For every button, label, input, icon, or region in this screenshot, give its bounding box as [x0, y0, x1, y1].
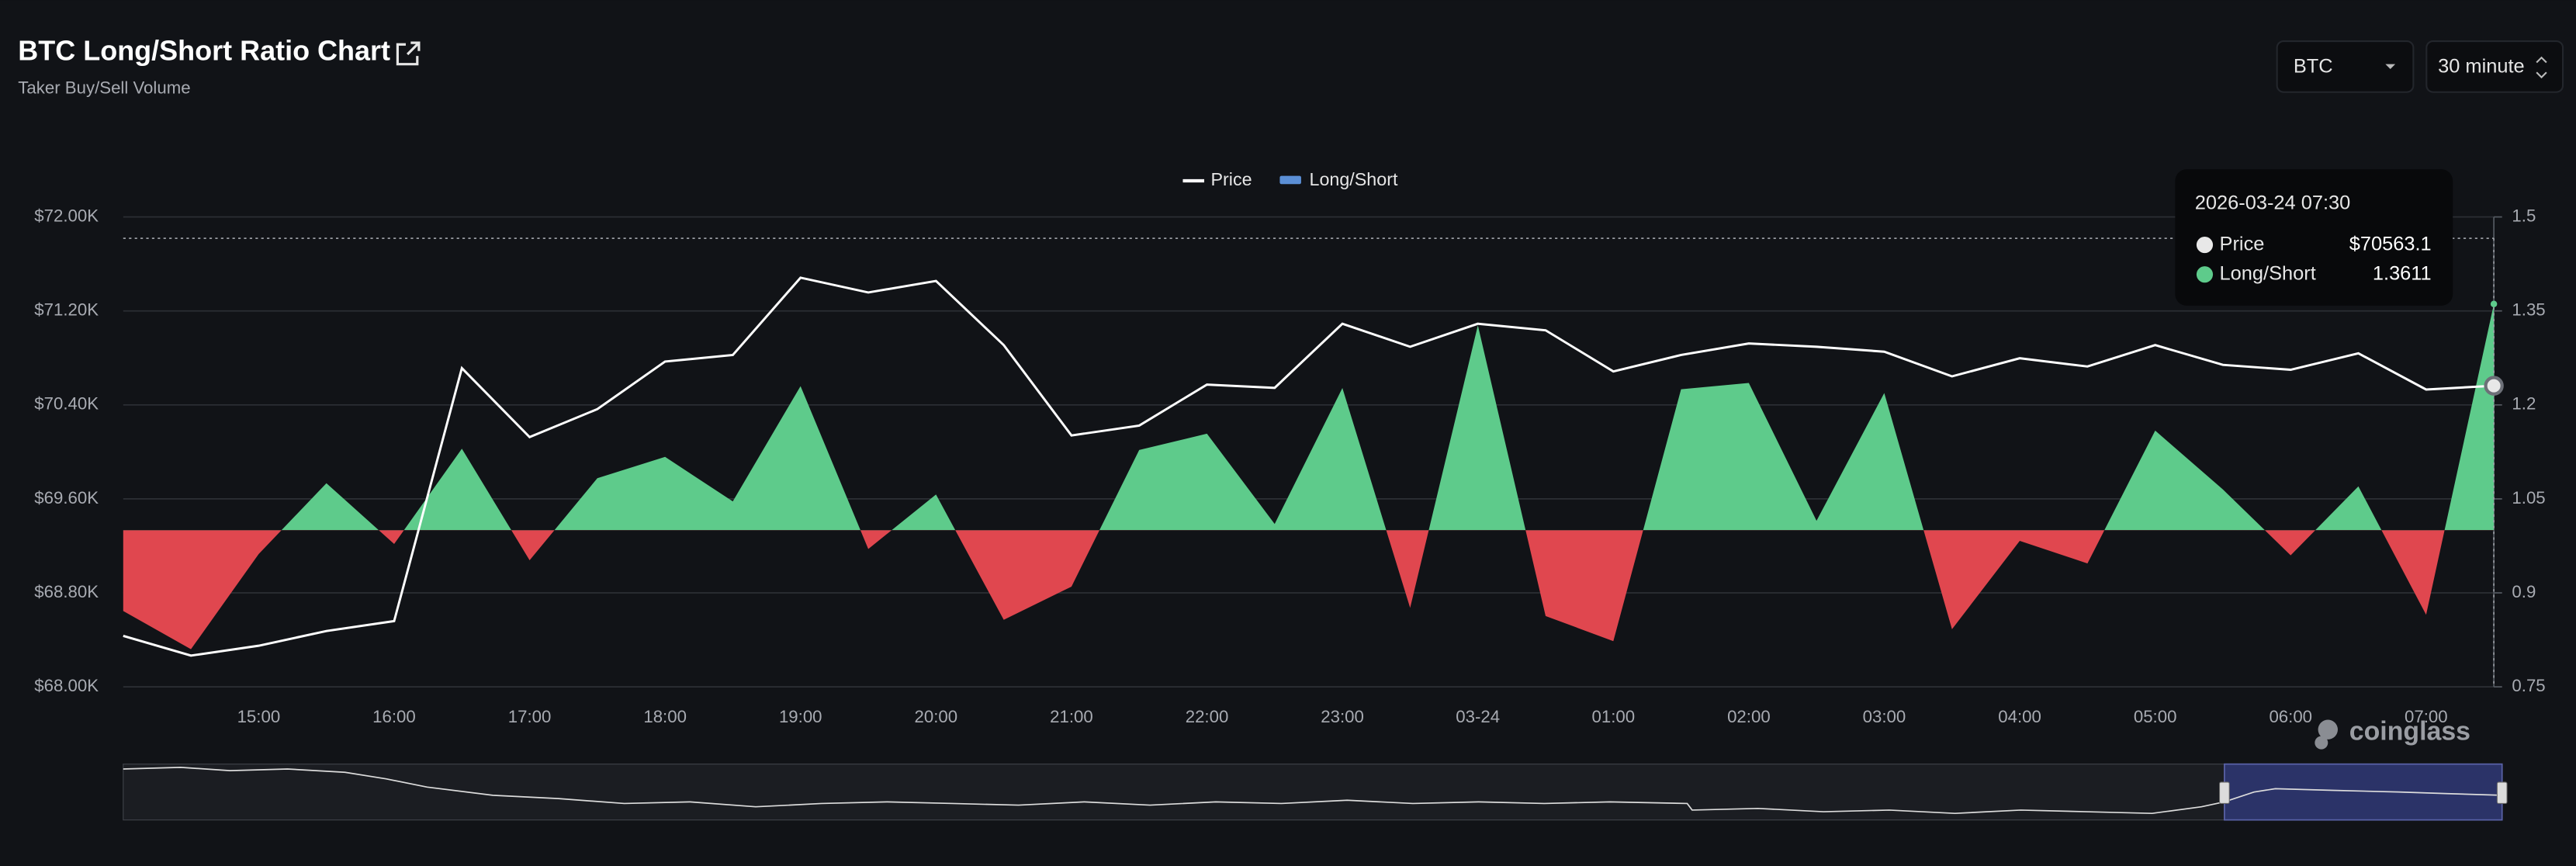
y-tick-label: $69.60K: [34, 488, 99, 507]
x-tick-label: 19:00: [779, 707, 822, 726]
tooltip-name: Long/Short: [2220, 262, 2316, 284]
watermark: coinglass: [2315, 716, 2470, 750]
external-link-icon[interactable]: [396, 41, 421, 66]
y-tick-label: $68.80K: [34, 582, 99, 601]
x-tick-label: 03:00: [1863, 707, 1906, 726]
y2-tick-label: 1.2: [2512, 394, 2536, 414]
tooltip-box: [2175, 169, 2453, 306]
y-tick-label: $71.20K: [34, 300, 99, 320]
x-tick-label: 05:00: [2134, 707, 2177, 726]
x-tick-label: 23:00: [1321, 707, 1364, 726]
x-tick-label: 22:00: [1186, 707, 1229, 726]
tooltip: 2026-03-24 07:30 Price $70563.1 Long/Short 1…: [2175, 169, 2453, 306]
tooltip-title: 2026-03-24 07:30: [2195, 192, 2350, 213]
x-tick-label: 03-24: [1456, 707, 1500, 726]
x-tick-label: 17:00: [508, 707, 552, 726]
plot-area: $68.00K $68.80K $69.60K $70.40K $71.20K $72.0…: [34, 169, 2545, 726]
x-tick-label: 02:00: [1727, 707, 1771, 726]
interval-value: 30 minute: [2438, 56, 2525, 78]
y2-tick-label: 1.5: [2512, 206, 2536, 225]
y2-tick-label: 1.05: [2512, 488, 2545, 507]
navigator[interactable]: [123, 763, 2508, 821]
x-tick-label: 07:00: [2405, 707, 2448, 726]
price-line: [123, 276, 2495, 657]
ratio-hover-dot: [2490, 300, 2498, 307]
y2-tick-label: 0.75: [2512, 676, 2545, 695]
x-tick-label: 20:00: [915, 707, 958, 726]
x-tick-label: 16:00: [372, 707, 416, 726]
tooltip-name: Price: [2220, 233, 2265, 255]
x-tick-label: 21:00: [1050, 707, 1093, 726]
x-tick-label: 06:00: [2269, 707, 2312, 726]
y-tick-label: $68.00K: [34, 676, 99, 695]
tooltip-dot-price: [2196, 236, 2214, 254]
legend-label: Price: [1210, 169, 1252, 189]
subtitle: Taker Buy/Sell Volume: [18, 78, 190, 97]
tooltip-dot-ratio: [2196, 266, 2214, 283]
x-tick-label: 18:00: [643, 707, 687, 726]
y2-tick-label: 0.9: [2512, 582, 2536, 601]
symbol-value: BTC: [2294, 56, 2333, 78]
tooltip-value: $70563.1: [2349, 233, 2432, 255]
legend-swatch-ratio: [1279, 175, 1301, 185]
tooltip-value: 1.3611: [2373, 262, 2432, 284]
y-tick-label: $70.40K: [34, 394, 99, 414]
symbol-select[interactable]: BTC: [2276, 40, 2415, 93]
title: BTC Long/Short Ratio Chart: [18, 34, 390, 66]
x-tick-label: 15:00: [237, 707, 281, 726]
y2-tick-label: 1.35: [2512, 300, 2545, 320]
watermark-text: coinglass: [2349, 716, 2470, 746]
interval-select[interactable]: 30 minute: [2425, 40, 2564, 93]
legend-label: Long/Short: [1310, 169, 1398, 189]
x-tick-label: 04:00: [1998, 707, 2041, 726]
price-hover-dot: [2484, 376, 2504, 396]
legend: Price Long/Short: [1182, 169, 1398, 189]
y-tick-label: $72.00K: [34, 206, 99, 225]
ratio-area-positive: [281, 303, 2495, 531]
x-tick-label: 01:00: [1591, 707, 1635, 726]
